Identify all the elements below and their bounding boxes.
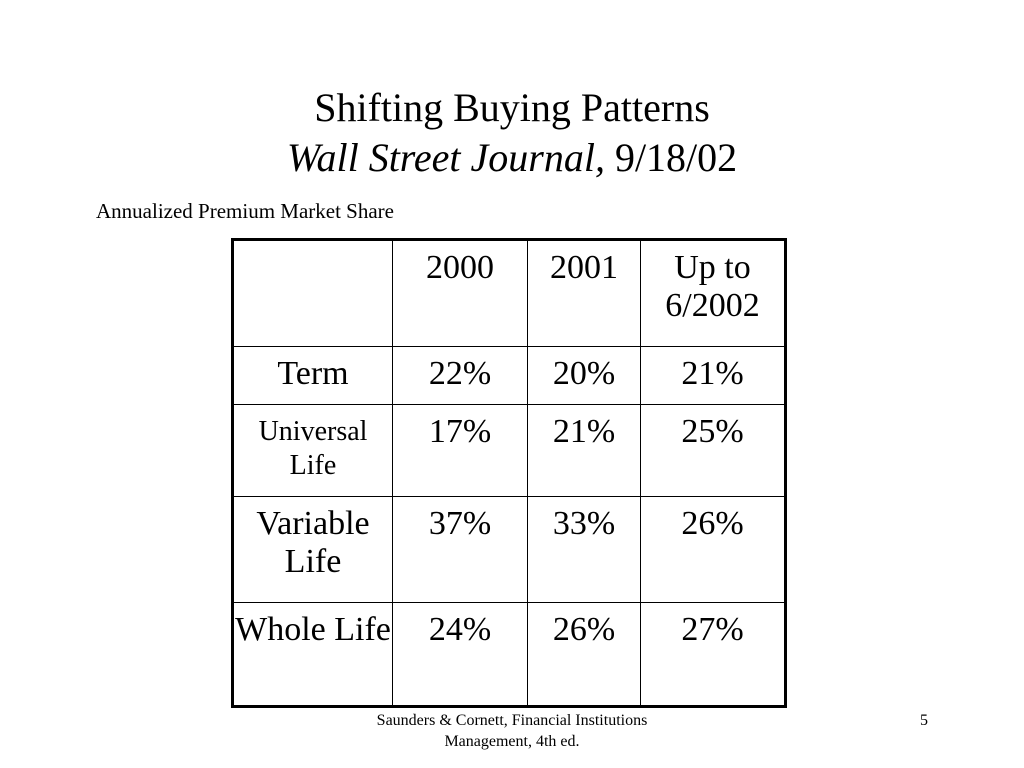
header-cell-up-to-2002: Up to 6/2002 bbox=[640, 239, 786, 347]
title-source-line: Wall Street Journal, 9/18/02 bbox=[0, 133, 1024, 183]
header-cell-2001: 2001 bbox=[527, 239, 641, 347]
table-cell: 26% bbox=[527, 602, 641, 707]
table-cell: 24% bbox=[392, 602, 528, 707]
title-date: 9/18/02 bbox=[614, 135, 738, 180]
table-cell: 27% bbox=[640, 602, 786, 707]
table-row-variable-life: Variable Life 37% 33% 26% bbox=[232, 496, 786, 603]
slide-title: Shifting Buying Patterns Wall Street Jou… bbox=[0, 83, 1024, 183]
row-label: Term bbox=[232, 346, 393, 405]
table-cell: 21% bbox=[640, 346, 786, 405]
row-label: Whole Life bbox=[232, 602, 393, 707]
table-cell: 22% bbox=[392, 346, 528, 405]
row-label: Universal Life bbox=[232, 404, 393, 497]
footer-citation: Saunders & Cornett, Financial Institutio… bbox=[376, 712, 648, 750]
table-cell: 17% bbox=[392, 404, 528, 497]
header-cell-2000: 2000 bbox=[392, 239, 528, 347]
table-header-row: 2000 2001 Up to 6/2002 bbox=[232, 239, 786, 347]
table-cell: 33% bbox=[527, 496, 641, 603]
title-source: Wall Street Journal, bbox=[286, 135, 605, 180]
table-row-universal-life: Universal Life 17% 21% 25% bbox=[232, 404, 786, 497]
table-cell: 26% bbox=[640, 496, 786, 603]
table-cell: 37% bbox=[392, 496, 528, 603]
page-number: 5 bbox=[920, 712, 928, 729]
table-caption: Annualized Premium Market Share bbox=[96, 199, 394, 223]
table-cell: 20% bbox=[527, 346, 641, 405]
header-cell-empty bbox=[232, 239, 393, 347]
table-row-whole-life: Whole Life 24% 26% 27% bbox=[232, 602, 786, 707]
title-line: Shifting Buying Patterns bbox=[314, 85, 710, 130]
table-row-term: Term 22% 20% 21% bbox=[232, 346, 786, 405]
market-share-table: 2000 2001 Up to 6/2002 Term 22% 20% 21% … bbox=[231, 238, 787, 708]
row-label: Variable Life bbox=[232, 496, 393, 603]
table-cell: 21% bbox=[527, 404, 641, 497]
table-cell: 25% bbox=[640, 404, 786, 497]
